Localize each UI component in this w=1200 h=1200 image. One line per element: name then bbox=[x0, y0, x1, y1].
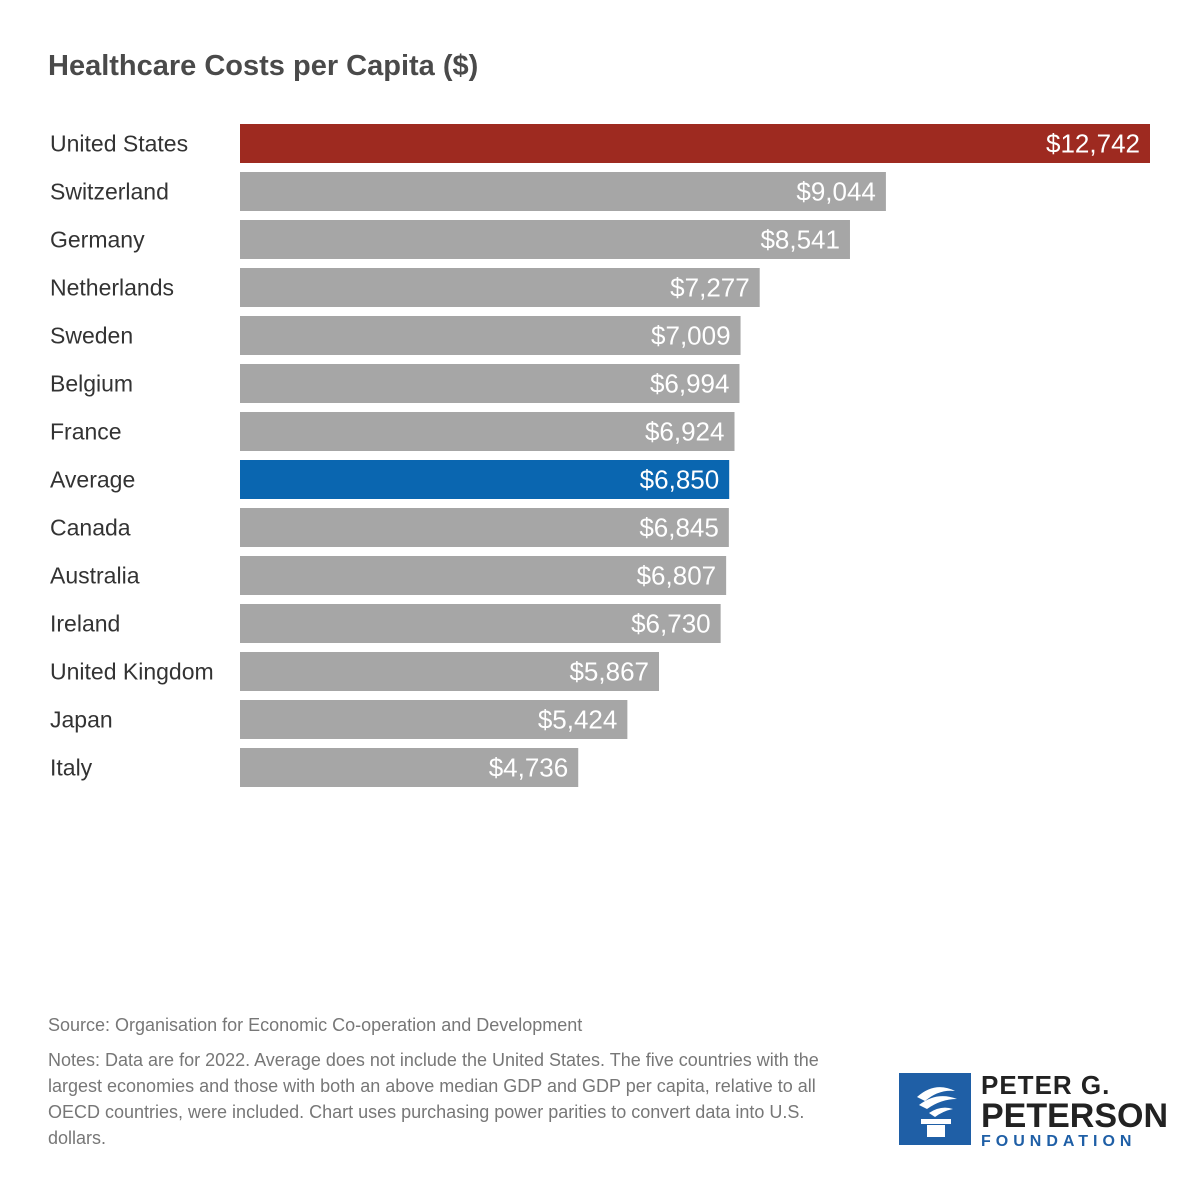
category-label-united-states: United States bbox=[50, 131, 188, 157]
value-label-sweden: $7,009 bbox=[651, 321, 731, 351]
category-label-canada: Canada bbox=[50, 515, 131, 541]
value-label-belgium: $6,994 bbox=[650, 369, 730, 399]
value-label-germany: $8,541 bbox=[760, 225, 840, 255]
category-label-belgium: Belgium bbox=[50, 371, 133, 397]
category-label-switzerland: Switzerland bbox=[50, 179, 169, 205]
category-label-sweden: Sweden bbox=[50, 323, 133, 349]
bar-japan bbox=[240, 700, 628, 739]
bar-united-kingdom bbox=[240, 652, 660, 691]
bar-france bbox=[240, 412, 735, 451]
bar-australia bbox=[240, 556, 727, 595]
value-label-canada: $6,845 bbox=[639, 513, 719, 543]
bar-canada bbox=[240, 508, 729, 547]
bar-chart: United States $12,742 Switzerland $9,044 Ger… bbox=[50, 124, 1150, 787]
value-label-average: $6,850 bbox=[640, 465, 720, 495]
logo-line-2: PETERSON bbox=[981, 1097, 1169, 1135]
peterson-foundation-logo: PETER G. PETERSON FOUNDATION bbox=[899, 1071, 1168, 1150]
category-label-germany: Germany bbox=[50, 227, 145, 253]
value-label-netherlands: $7,277 bbox=[670, 273, 750, 303]
bar-average bbox=[240, 460, 730, 499]
value-label-united-kingdom: $5,867 bbox=[569, 657, 649, 687]
value-label-japan: $5,424 bbox=[538, 705, 618, 735]
category-label-australia: Australia bbox=[50, 563, 140, 589]
chart-title: Healthcare Costs per Capita ($) bbox=[48, 50, 479, 82]
value-label-italy: $4,736 bbox=[489, 753, 569, 783]
bar-germany bbox=[240, 220, 850, 259]
bar-united-states bbox=[240, 124, 1150, 163]
category-label-japan: Japan bbox=[50, 707, 113, 733]
bar-sweden bbox=[240, 316, 741, 355]
bar-netherlands bbox=[240, 268, 760, 307]
bar-switzerland bbox=[240, 172, 886, 211]
value-label-united-states: $12,742 bbox=[1046, 129, 1140, 159]
value-label-france: $6,924 bbox=[645, 417, 725, 447]
logo-line-1: PETER G. bbox=[981, 1070, 1111, 1100]
value-label-australia: $6,807 bbox=[637, 561, 717, 591]
category-label-average: Average bbox=[50, 467, 135, 493]
bar-italy bbox=[240, 748, 579, 787]
value-label-ireland: $6,730 bbox=[631, 609, 711, 639]
category-label-france: France bbox=[50, 419, 122, 445]
bar-ireland bbox=[240, 604, 721, 643]
category-label-united-kingdom: United Kingdom bbox=[50, 659, 214, 685]
torch-logo-icon bbox=[899, 1073, 971, 1145]
category-label-ireland: Ireland bbox=[50, 611, 120, 637]
category-label-netherlands: Netherlands bbox=[50, 275, 174, 301]
category-label-italy: Italy bbox=[50, 755, 93, 781]
logo-line-3: FOUNDATION bbox=[981, 1133, 1137, 1150]
notes-text: Notes: Data are for 2022. Average does n… bbox=[48, 1050, 819, 1148]
value-label-switzerland: $9,044 bbox=[796, 177, 876, 207]
source-note: Source: Organisation for Economic Co-ope… bbox=[48, 1015, 583, 1035]
bar-belgium bbox=[240, 364, 740, 403]
